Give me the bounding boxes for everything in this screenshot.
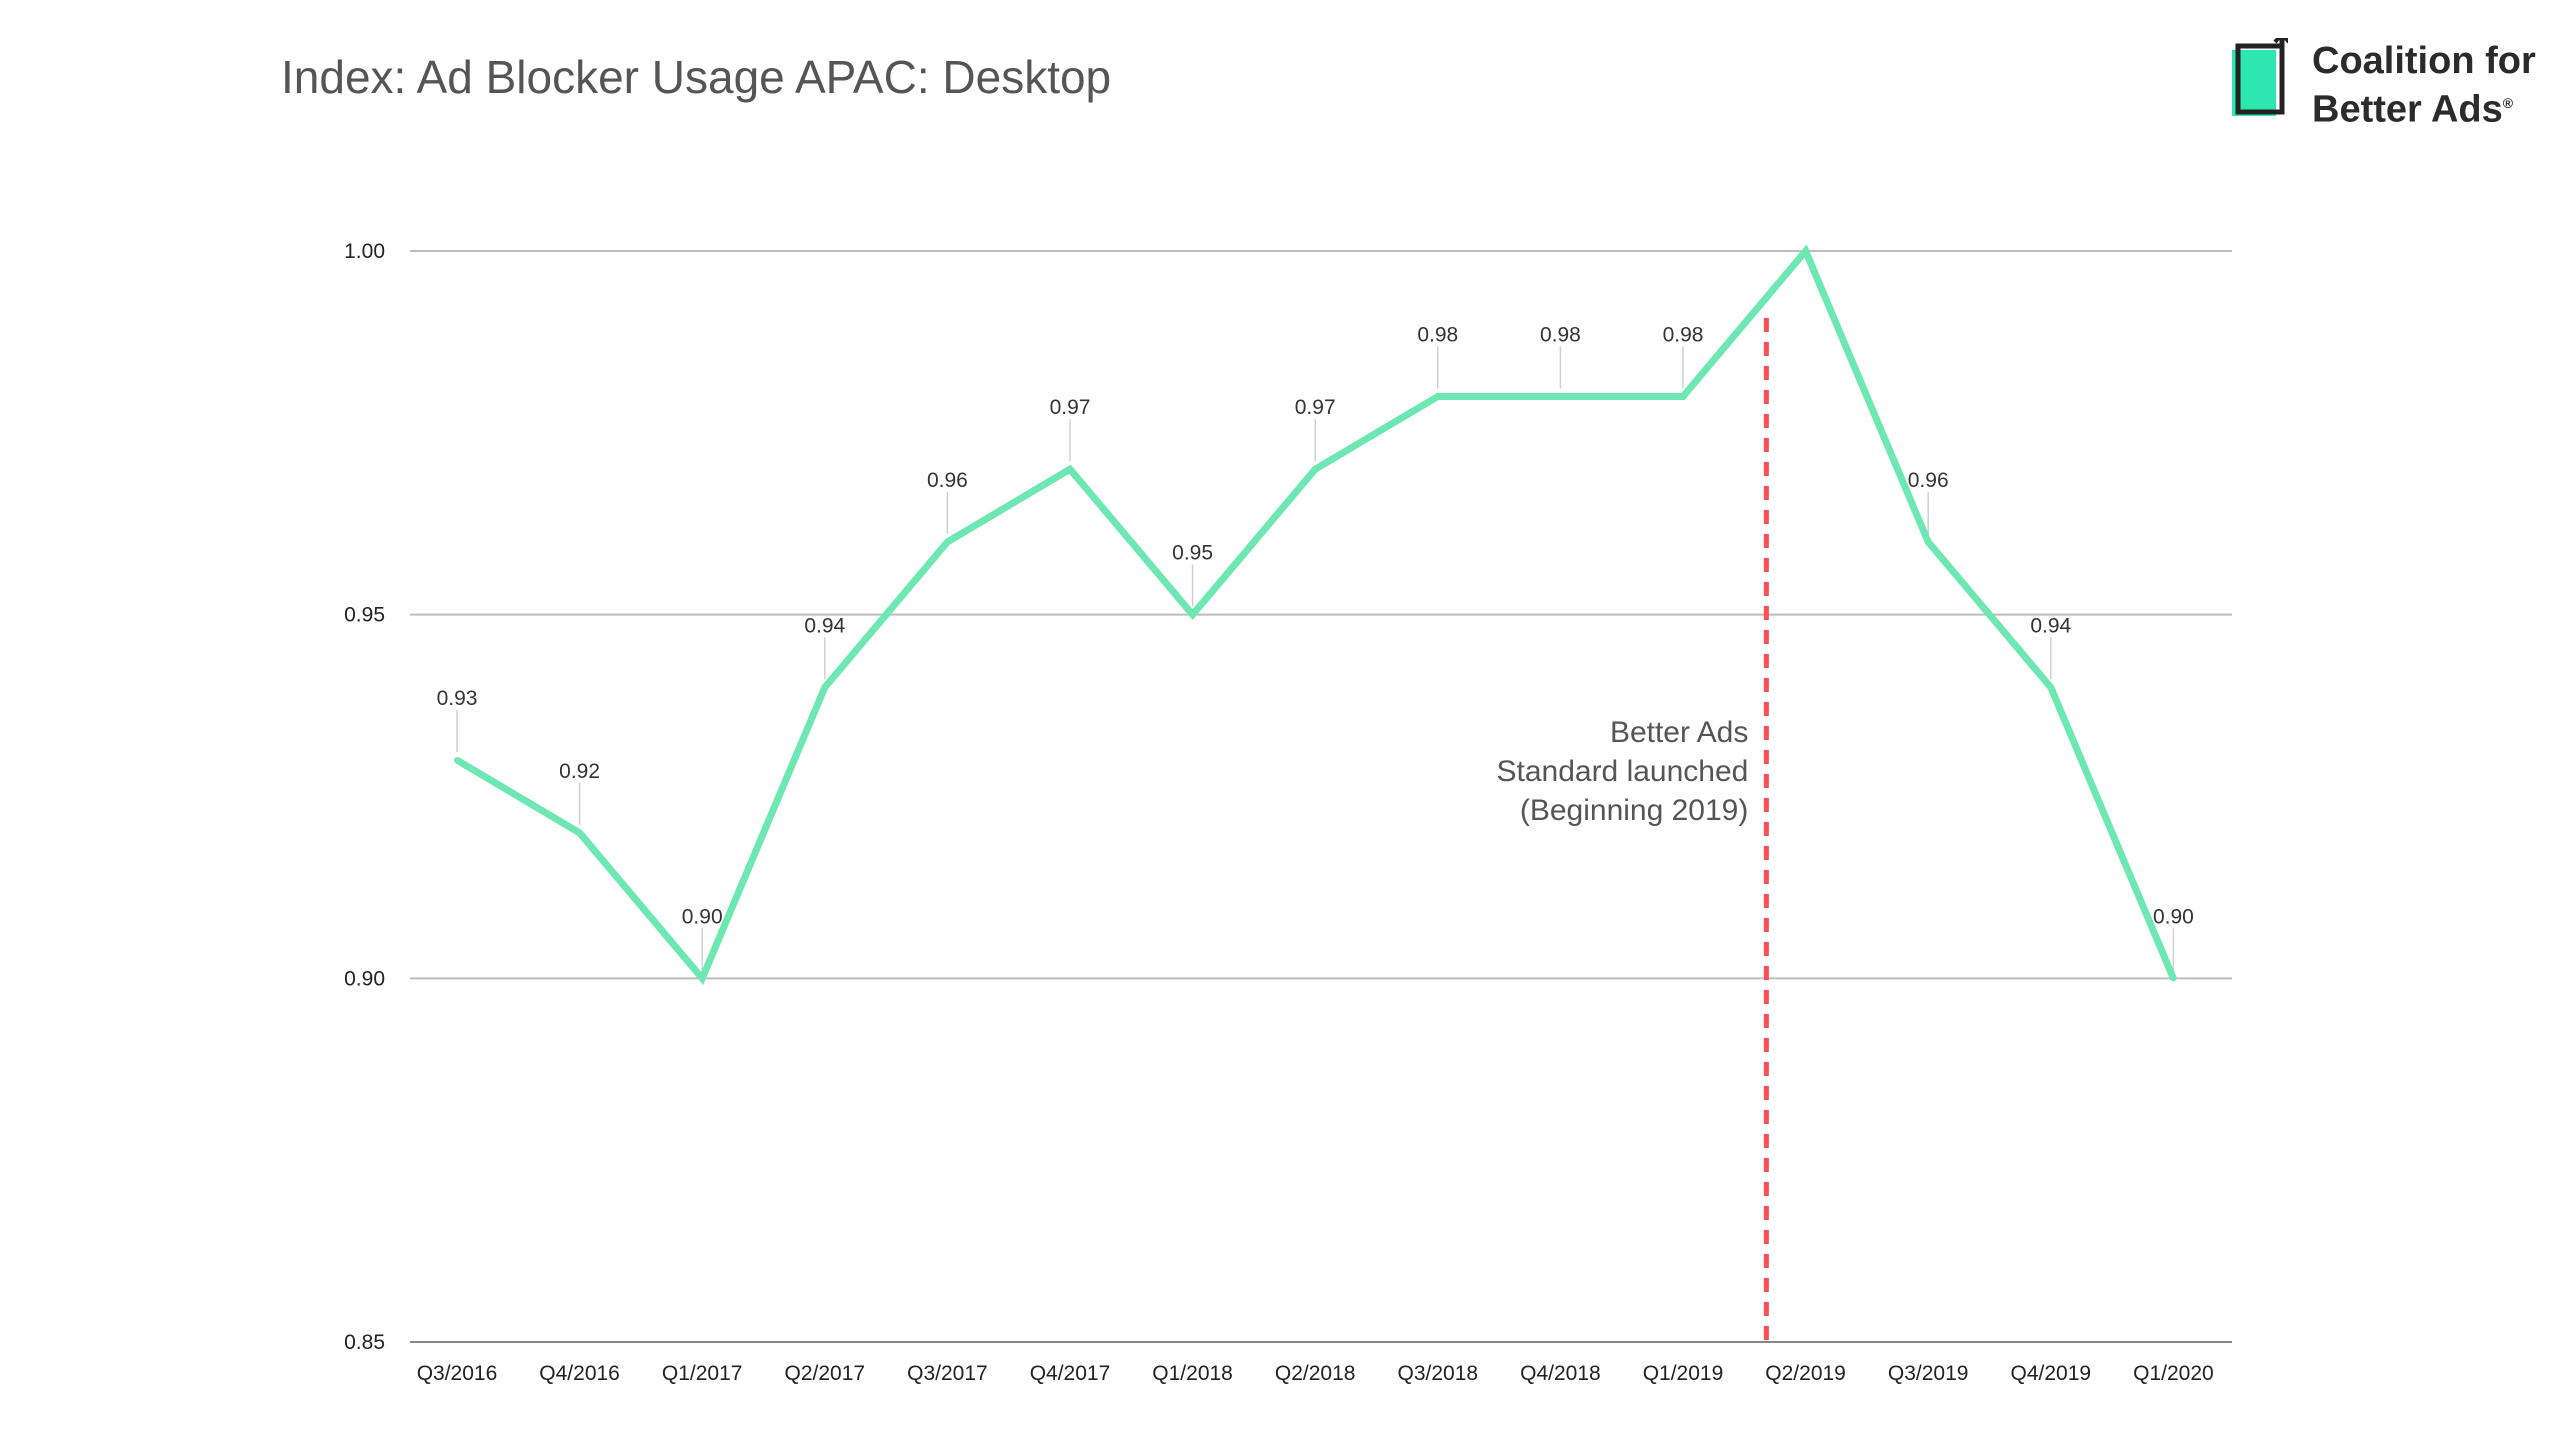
data-point	[821, 684, 828, 691]
logo-line-1: Coalition for	[2312, 40, 2536, 82]
data-label: 0.96	[927, 469, 968, 492]
data-label: 0.97	[1295, 396, 1336, 419]
data-label: 0.92	[559, 760, 600, 783]
data-label: 0.94	[2030, 614, 2071, 637]
logo-text: Coalition for Better Ads®	[2312, 40, 2536, 131]
data-label: 0.95	[1172, 542, 1213, 565]
data-point	[1189, 611, 1196, 618]
x-tick-label: Q1/2017	[662, 1362, 743, 1385]
y-tick-label: 0.95	[344, 604, 385, 627]
data-point	[2047, 684, 2054, 691]
data-point	[1434, 393, 1441, 400]
x-tick-label: Q2/2017	[785, 1362, 866, 1385]
x-tick-label: Q1/2018	[1152, 1362, 1233, 1385]
x-tick-label: Q3/2016	[417, 1362, 498, 1385]
data-label: 0.98	[1540, 323, 1581, 346]
y-tick-label: 0.85	[344, 1331, 385, 1354]
data-point	[944, 538, 951, 545]
x-tick-label: Q4/2019	[2011, 1362, 2092, 1385]
x-tick-label: Q3/2018	[1398, 1362, 1479, 1385]
x-tick-label: Q4/2017	[1030, 1362, 1111, 1385]
data-label: 0.93	[437, 687, 478, 710]
data-point	[699, 975, 706, 982]
data-point	[1312, 466, 1319, 473]
data-label: 0.94	[804, 614, 845, 637]
data-point	[1557, 393, 1564, 400]
data-label: 0.90	[2153, 905, 2194, 928]
x-tick-label: Q2/2019	[1765, 1362, 1846, 1385]
x-tick-label: Q4/2018	[1520, 1362, 1601, 1385]
data-point	[454, 757, 460, 764]
data-point	[1680, 393, 1686, 400]
x-tick-label: Q3/2019	[1888, 1362, 1969, 1385]
data-label: 0.97	[1050, 396, 1091, 419]
coalition-logo: Coalition for Better Ads®	[2230, 38, 2550, 131]
data-label: 0.96	[1908, 469, 1949, 492]
x-tick-label: Q2/2018	[1275, 1362, 1356, 1385]
data-point	[2170, 975, 2177, 982]
data-point	[1802, 248, 1809, 254]
x-tick-label: Q1/2019	[1643, 1362, 1724, 1385]
data-point	[1925, 538, 1932, 545]
data-point	[1067, 466, 1073, 473]
x-tick-label: Q3/2017	[907, 1362, 988, 1385]
y-tick-label: 1.00	[344, 240, 385, 263]
y-tick-label: 0.90	[344, 967, 385, 990]
standard-launch-annotation: Better Ads	[1610, 716, 1748, 749]
logo-mark-icon	[2232, 38, 2288, 116]
data-label: 0.98	[1417, 323, 1458, 346]
data-point	[576, 829, 583, 836]
x-tick-label: Q4/2016	[539, 1362, 620, 1385]
x-tick-label: Q1/2020	[2133, 1362, 2214, 1385]
logo-line-2: Better Ads	[2312, 88, 2503, 131]
standard-launch-annotation: (Beginning 2019)	[1520, 794, 1749, 827]
data-label: 0.98	[1663, 323, 1704, 346]
standard-launch-annotation: Standard launched	[1496, 755, 1748, 788]
chart-title: Index: Ad Blocker Usage APAC: Desktop	[281, 51, 1112, 103]
logo-registered: ®	[2502, 95, 2514, 111]
data-label: 0.90	[682, 905, 723, 928]
